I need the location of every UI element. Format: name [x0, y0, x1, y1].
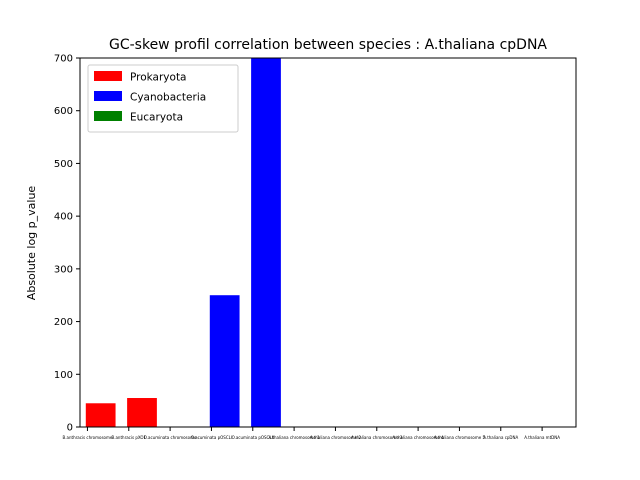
bar-1 — [85, 403, 116, 427]
legend-label-1: Prokaryota — [130, 72, 187, 84]
y-axis-label: Absolute log p_value — [25, 186, 38, 301]
legend: Prokaryota Cyanobacteria Eucaryota — [87, 64, 239, 133]
y-tick-label-5: 500 — [54, 159, 73, 170]
bars-group — [85, 58, 529, 427]
y-tick-label-3: 300 — [54, 264, 73, 275]
x-tick-label-2: O.acuminata chromosome — [144, 435, 197, 440]
legend-box — [87, 64, 239, 133]
y-tick-label-7: 700 — [54, 54, 73, 65]
bar-5 — [251, 58, 281, 427]
x-tick-label-5: A.thaliana chromosome 1 — [268, 435, 320, 440]
x-tick-label-10: A.thaliana cpDNA — [483, 435, 518, 440]
x-tick-label-3: O.acuminata pOSCLI — [191, 435, 232, 440]
x-tick-label-9: A.thaliana chromosome 5 — [434, 435, 486, 440]
x-tick-label-1: B.anthracis pXO1 — [111, 435, 146, 440]
x-tick-label-7: A.thaliana chromosome 3 — [351, 435, 403, 440]
legend-label-2: Cyanobacteria — [130, 92, 206, 104]
legend-label-3: Eucaryota — [130, 112, 183, 124]
legend-swatch-1 — [94, 71, 122, 81]
x-tick-label-8: A.thaliana chromosome 4 — [392, 435, 444, 440]
y-axis: 0 100 200 300 400 500 600 700 — [54, 54, 80, 434]
y-tick-label-4: 400 — [54, 212, 73, 223]
y-tick-label-1: 100 — [54, 370, 73, 381]
legend-swatch-3 — [94, 111, 122, 121]
y-tick-label-0: 0 — [67, 423, 73, 434]
x-tick-label-11: A.thaliana mtDNA — [524, 435, 560, 440]
x-tick-label-4: O.acuminata pOSCLII — [232, 435, 274, 440]
y-tick-label-6: 600 — [54, 106, 73, 117]
chart-title: GC-skew profil correlation between speci… — [109, 37, 547, 53]
plot-frame — [79, 57, 577, 428]
x-tick-label-0: B.anthracis chromosome — [63, 435, 113, 440]
x-tick-label-6: A.thaliana chromosome 2 — [310, 435, 362, 440]
bar-2 — [127, 398, 157, 427]
legend-swatch-2 — [94, 91, 122, 101]
bar-4 — [209, 295, 240, 427]
x-axis: B.anthracis chromosome B.anthracis pXO1O.… — [63, 427, 560, 440]
y-tick-label-2: 200 — [54, 317, 73, 328]
